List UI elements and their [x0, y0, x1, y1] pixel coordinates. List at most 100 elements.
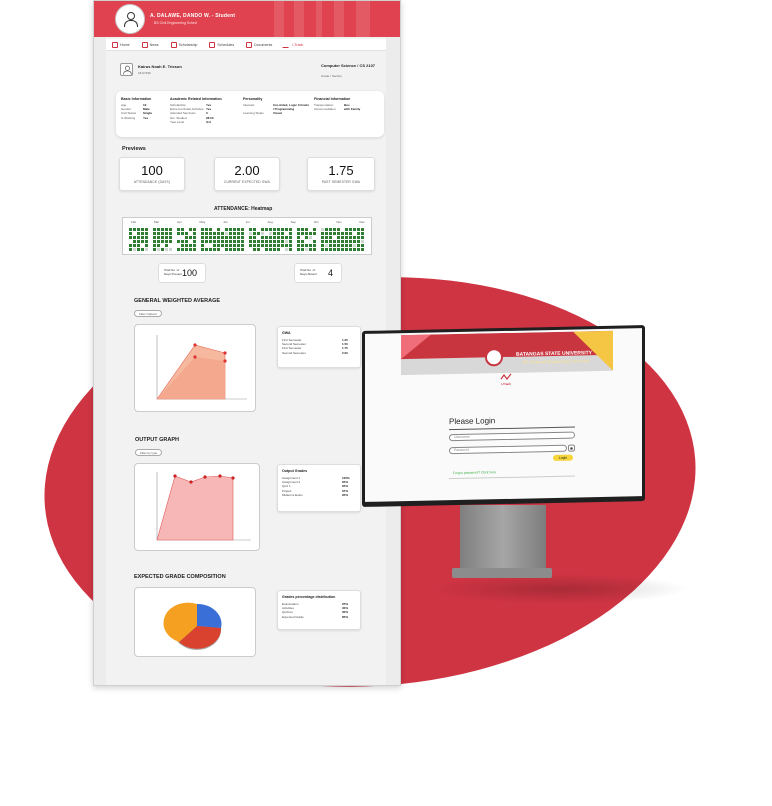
gwa-filter-button[interactable]: Filter Options — [134, 310, 162, 317]
heatmap-cell — [229, 248, 232, 251]
password-input[interactable]: Password — [449, 444, 567, 455]
nav-home[interactable]: Home — [112, 39, 130, 51]
gwa-area-2 — [157, 357, 225, 399]
heatmap-cell — [205, 232, 208, 235]
row-value: 1.50 — [342, 342, 348, 347]
heatmap-cell — [141, 232, 144, 235]
row-value: Visual — [273, 111, 282, 116]
row-key: Interests — [243, 103, 255, 107]
banner-user-name: A. DALAWE, DANDO W. - Student — [150, 13, 236, 19]
heatmap-cell — [253, 228, 256, 231]
profile-avatar — [120, 63, 133, 76]
heatmap-cell — [309, 248, 312, 251]
heatmap-cell — [157, 236, 160, 239]
output-filter-button[interactable]: Filter by type — [135, 449, 163, 456]
heatmap-cell — [265, 248, 268, 251]
login-button[interactable]: Login — [553, 454, 573, 461]
row-value: Male — [143, 107, 150, 112]
days-absent-label: Total No. of Days Absent — [300, 268, 317, 276]
heatmap-cell — [301, 244, 304, 247]
row-key: Hrs. Studied — [170, 115, 187, 120]
heatmap-cell — [265, 236, 268, 239]
heatmap-cell — [189, 236, 192, 239]
heatmap-cell — [357, 228, 360, 231]
row-value: Bus — [344, 103, 350, 107]
heatmap-cell — [341, 244, 344, 247]
heatmap-cell — [217, 240, 220, 243]
heatmap-cell — [353, 244, 356, 247]
banner-stripe — [334, 1, 344, 37]
heatmap-cell — [281, 228, 284, 231]
heatmap-cell — [313, 228, 316, 231]
heatmap-cell — [165, 232, 168, 235]
heatmap-cell — [321, 232, 324, 235]
heatmap-cell — [357, 240, 360, 243]
heatmap-cell — [185, 232, 188, 235]
student-id: 18-07496 — [138, 71, 151, 75]
heatmap-cell — [193, 248, 196, 251]
nav-scholarship[interactable]: Scholarship — [170, 39, 197, 51]
heatmap-cell — [361, 232, 364, 235]
news-icon — [141, 41, 148, 48]
heatmap-cell — [329, 244, 332, 247]
forgot-password-link[interactable]: Forgot password? Click here — [453, 470, 497, 476]
row-key: Examination — [282, 602, 299, 606]
monitor-stand-neck — [460, 505, 546, 573]
heatmap-cell — [253, 244, 256, 247]
heatmap-cell — [305, 248, 308, 251]
heatmap-cell — [321, 244, 324, 247]
banner-stripe — [316, 1, 322, 37]
heatmap-cell — [229, 244, 232, 247]
heatmap-cell — [129, 228, 132, 231]
user-icon — [123, 65, 132, 75]
heatmap-cell — [269, 248, 272, 251]
heatmap-cell — [229, 228, 232, 231]
info-row: Learning Styles Visual — [243, 111, 309, 115]
heatmap-cell — [277, 232, 280, 235]
heatmap-cell — [185, 244, 188, 247]
row-value: Yes — [143, 115, 149, 120]
heatmap-cell — [221, 232, 224, 235]
banner-subtitle: BS Civil Engineering Sched — [154, 21, 197, 25]
row-value: 28.00 — [206, 115, 214, 120]
username-input[interactable]: Username — [449, 431, 575, 442]
nav-itrack[interactable]: i-Track — [282, 39, 303, 51]
heatmap-cell — [257, 232, 260, 235]
user-avatar[interactable] — [115, 4, 145, 34]
heatmap-cell — [161, 228, 164, 231]
nav-documents[interactable]: Documents — [246, 39, 272, 51]
info-row: Is Working Yes — [121, 116, 152, 120]
nav-schedules[interactable]: Schedules — [209, 39, 234, 51]
nav-news[interactable]: News — [141, 39, 159, 51]
heatmap-cell — [337, 236, 340, 239]
row-key: Assignment 1 — [282, 476, 301, 480]
row-value: 19 — [143, 103, 147, 107]
pie-slice-quizzes — [179, 626, 222, 649]
heatmap-month-label: May — [199, 220, 206, 224]
info-row: Second Semester 2.00 — [278, 351, 360, 355]
heatmap-cell — [221, 240, 224, 243]
heatmap-cell — [333, 240, 336, 243]
row-key: Gender — [121, 107, 132, 112]
heatmap-cell — [253, 232, 256, 235]
heatmap-cell — [133, 236, 136, 239]
row-value: 100% — [342, 476, 350, 480]
heatmap-cell — [133, 248, 136, 251]
heatmap-cell — [361, 248, 364, 251]
heatmap-cell — [333, 232, 336, 235]
row-value: 95% — [342, 492, 349, 497]
row-value: 30% — [342, 610, 349, 615]
heatmap-cell — [313, 248, 316, 251]
heatmap-cell — [229, 232, 232, 235]
heatmap-cell — [141, 236, 144, 239]
heatmap-month-label: Mar — [154, 220, 160, 224]
heatmap-cell — [165, 240, 168, 243]
nav-label: Documents — [254, 42, 273, 47]
show-password-icon[interactable]: ◉ — [568, 444, 575, 452]
heatmap-cell — [249, 244, 252, 247]
row-value: Single — [143, 111, 153, 116]
heatmap-cell — [205, 228, 208, 231]
heatmap-cell — [313, 232, 316, 235]
heatmap-cell — [145, 244, 148, 247]
info-row: Expected Grade 85% — [278, 615, 360, 619]
